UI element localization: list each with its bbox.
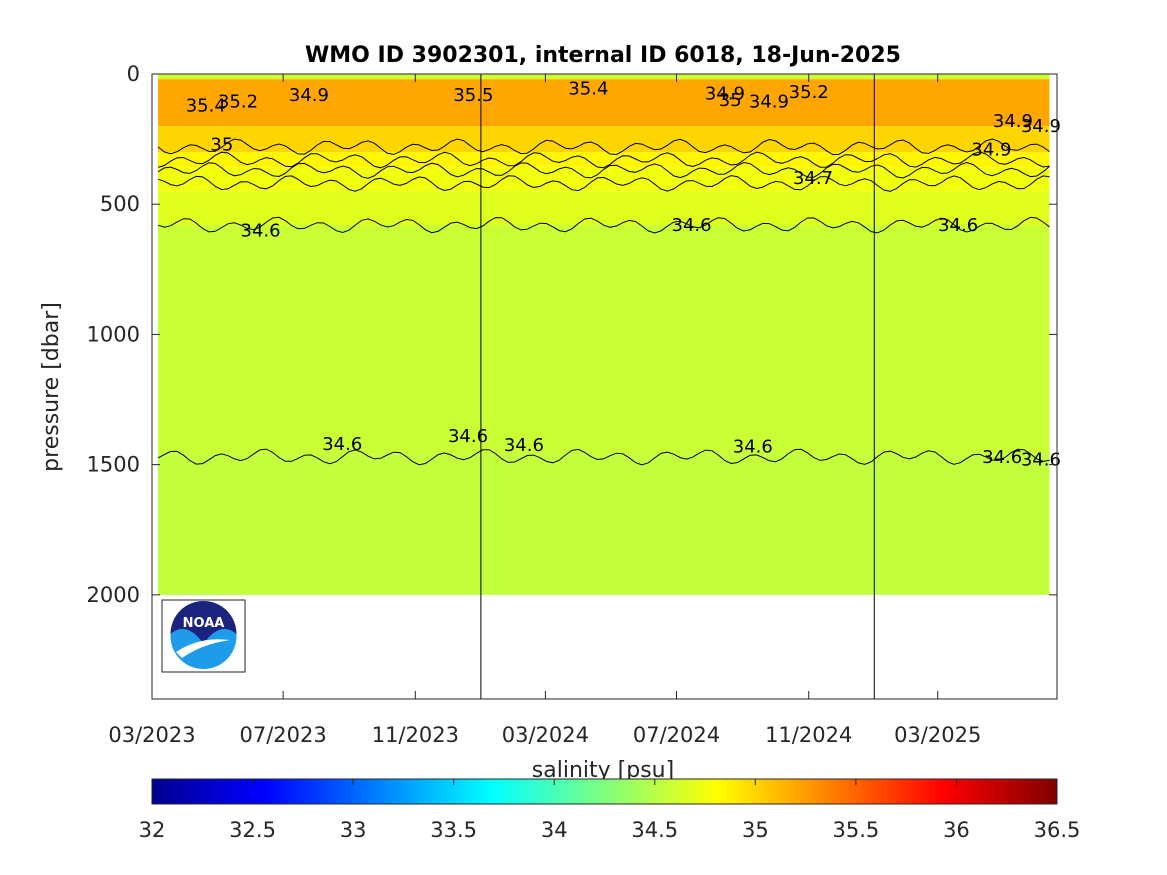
- contour-label: 34.9: [993, 111, 1033, 132]
- colorbar-tick-label: 33.5: [430, 818, 477, 842]
- salinity-layer: [158, 167, 1050, 192]
- colorbar-tick-label: 35.5: [833, 818, 880, 842]
- contour-label: 34.6: [938, 215, 978, 236]
- contour-label: 35.2: [218, 91, 258, 112]
- plot-frame: [151, 73, 1058, 700]
- colorbar-tick-label: 34: [541, 818, 568, 842]
- salinity-layer: [158, 74, 1050, 80]
- contour-label: 34.6: [672, 215, 712, 236]
- colorbar-gradient: [151, 778, 1058, 805]
- contour-label: 34.9: [705, 84, 745, 105]
- x-axis: 03/2023 07/2023 11/2023 03/2024 07/2024 11/20…: [108, 74, 981, 747]
- contour-label: 35.5: [453, 85, 493, 106]
- x-tick-label: 07/2024: [633, 723, 720, 747]
- colorbar-tick-label: 34.5: [631, 818, 678, 842]
- contour-label: 35.4: [568, 78, 608, 99]
- y-tick-label: 1000: [87, 322, 140, 346]
- contour-line: [157, 161, 1050, 179]
- contour-line: [157, 175, 1050, 192]
- contour-line: [157, 138, 1050, 156]
- y-tick-label: 2000: [87, 583, 140, 607]
- x-tick-label: 03/2024: [502, 723, 589, 747]
- contour-label: 34.9: [1021, 116, 1061, 137]
- y-tick-label: 500: [100, 192, 140, 216]
- x-tick-label: 11/2024: [765, 723, 852, 747]
- salinity-layer: [158, 191, 1050, 226]
- colorbar-tick-label: 35: [742, 818, 769, 842]
- salinity-layer: [158, 454, 1050, 595]
- chart-title: WMO ID 3902301, internal ID 6018, 18-Jun…: [305, 43, 901, 68]
- contour-label: 35.4: [186, 95, 226, 116]
- salinity-layer: [158, 79, 1050, 127]
- contour-lines: [157, 138, 1050, 466]
- contour-line: [157, 216, 1050, 234]
- contour-line: [157, 151, 1050, 169]
- salinity-field: [158, 74, 1050, 595]
- y-axis: 0 500 1000 1500 2000: [87, 62, 1057, 607]
- contour-label: 34.6: [504, 435, 544, 456]
- colorbar-tick-label: 32.5: [229, 818, 276, 842]
- y-tick-label: 1500: [87, 453, 140, 477]
- x-tick-label: 07/2023: [240, 723, 327, 747]
- contour-label: 34.9: [971, 140, 1011, 161]
- noaa-logo: NOAA: [161, 599, 246, 673]
- contour-label: 34.6: [322, 434, 362, 455]
- year-boundary-lines: [480, 74, 875, 699]
- contour-label: 35: [719, 90, 742, 111]
- salinity-layer: [158, 152, 1050, 168]
- salinity-layer: [158, 225, 1050, 455]
- contour-label: 35.2: [789, 82, 829, 103]
- x-tick-label: 03/2025: [894, 723, 981, 747]
- colorbar-ticks: 32 32.5 33 33.5 34 34.5 35 35.5 36 36.5: [139, 779, 1081, 842]
- salinity-layer: [158, 126, 1050, 153]
- contour-label: 34.6: [241, 220, 281, 241]
- logo-top-half: [170, 601, 237, 644]
- logo-text: NOAA: [183, 616, 225, 631]
- contour-label: 34.7: [793, 168, 833, 189]
- y-tick-label: 0: [127, 62, 140, 86]
- y-axis-label: pressure [dbar]: [39, 302, 64, 472]
- x-tick-label: 11/2023: [372, 723, 459, 747]
- x-tick-label: 03/2023: [108, 723, 195, 747]
- contour-label: 34.6: [982, 447, 1022, 468]
- colorbar: 32 32.5 33 33.5 34 34.5 35 35.5 36 36.5: [139, 778, 1081, 842]
- contour-label: 34.6: [733, 436, 773, 457]
- contour-label: 34.6: [448, 426, 488, 447]
- logo-bird: [176, 639, 230, 658]
- contour-line: [157, 448, 1050, 466]
- contour-label: 34.9: [289, 85, 329, 106]
- contour-label: 34.9: [749, 91, 789, 112]
- colorbar-tick-label: 33: [340, 818, 367, 842]
- colorbar-tick-label: 36.5: [1034, 818, 1081, 842]
- contour-label: 34.6: [1021, 449, 1061, 470]
- contour-label: 35: [210, 134, 233, 155]
- colorbar-tick-label: 36: [943, 818, 970, 842]
- colorbar-tick-label: 32: [139, 818, 166, 842]
